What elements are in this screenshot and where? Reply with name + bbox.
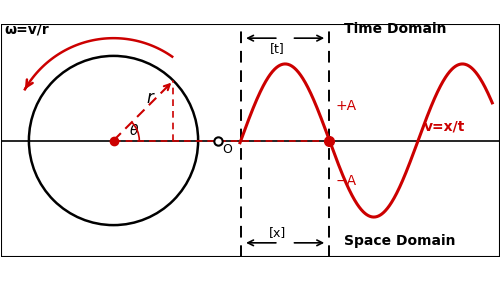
Text: +A: +A — [335, 99, 356, 113]
Text: r: r — [147, 89, 153, 106]
Text: O: O — [222, 142, 232, 156]
Text: [t]: [t] — [270, 42, 285, 55]
Text: −A: −A — [335, 174, 356, 188]
Text: θ: θ — [130, 124, 138, 138]
Text: ω=v/r: ω=v/r — [5, 22, 50, 36]
Text: v=x/t: v=x/t — [424, 120, 465, 134]
Text: Space Domain: Space Domain — [344, 234, 455, 248]
Text: [x]: [x] — [269, 226, 286, 239]
Text: Time Domain: Time Domain — [344, 22, 446, 36]
